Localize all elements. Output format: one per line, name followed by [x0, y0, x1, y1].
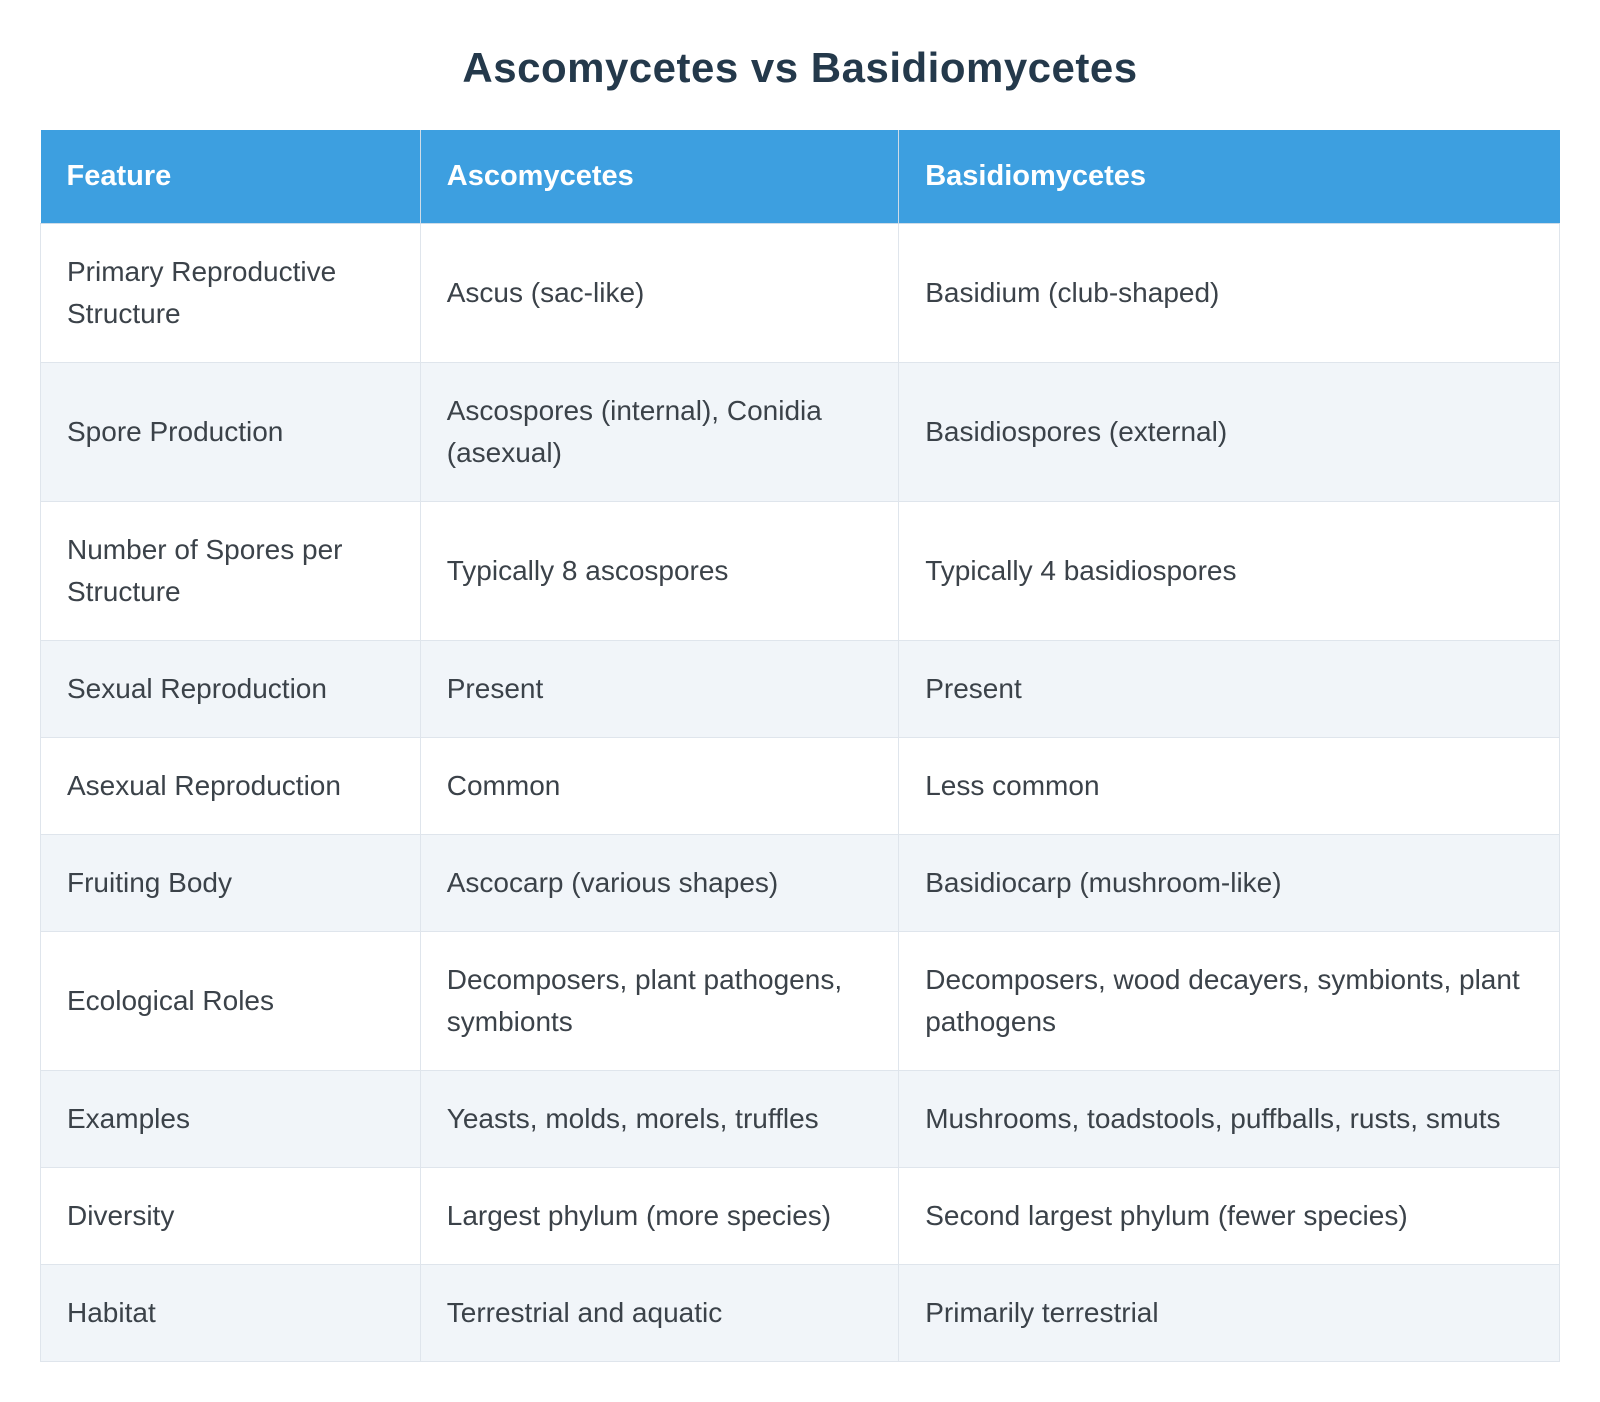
table-row: Diversity Largest phylum (more species) … — [40, 1167, 1560, 1265]
table-row: Number of Spores per Structure Typically… — [40, 501, 1560, 641]
feature-cell: Habitat — [40, 1264, 421, 1362]
column-header-basidiomycetes: Basidiomycetes — [898, 130, 1560, 224]
basidiomycetes-cell: Basidium (club-shaped) — [898, 223, 1560, 363]
table-body: Primary Reproductive Structure Ascus (sa… — [40, 223, 1560, 1362]
basidiomycetes-cell: Typically 4 basidiospores — [898, 501, 1560, 641]
table-row: Habitat Terrestrial and aquatic Primaril… — [40, 1264, 1560, 1362]
table-row: Ecological Roles Decomposers, plant path… — [40, 931, 1560, 1071]
ascomycetes-cell: Decomposers, plant pathogens, symbionts — [419, 931, 900, 1071]
feature-cell: Fruiting Body — [40, 834, 421, 932]
ascomycetes-cell: Largest phylum (more species) — [419, 1167, 900, 1265]
basidiomycetes-cell: Primarily terrestrial — [898, 1264, 1560, 1362]
table-row: Asexual Reproduction Common Less common — [40, 737, 1560, 835]
header-row: Feature Ascomycetes Basidiomycetes — [40, 130, 1560, 224]
ascomycetes-cell: Typically 8 ascospores — [419, 501, 900, 641]
ascomycetes-cell: Terrestrial and aquatic — [419, 1264, 900, 1362]
table-row: Sexual Reproduction Present Present — [40, 640, 1560, 738]
table-row: Primary Reproductive Structure Ascus (sa… — [40, 223, 1560, 363]
table-header: Feature Ascomycetes Basidiomycetes — [40, 130, 1560, 224]
ascomycetes-cell: Common — [419, 737, 900, 835]
feature-cell: Ecological Roles — [40, 931, 421, 1071]
column-header-feature: Feature — [40, 130, 421, 224]
ascomycetes-cell: Yeasts, molds, morels, truffles — [419, 1070, 900, 1168]
basidiomycetes-cell: Second largest phylum (fewer species) — [898, 1167, 1560, 1265]
basidiomycetes-cell: Decomposers, wood decayers, symbionts, p… — [898, 931, 1560, 1071]
comparison-table: Feature Ascomycetes Basidiomycetes Prima… — [40, 130, 1560, 1362]
feature-cell: Number of Spores per Structure — [40, 501, 421, 641]
basidiomycetes-cell: Mushrooms, toadstools, puffballs, rusts,… — [898, 1070, 1560, 1168]
feature-cell: Diversity — [40, 1167, 421, 1265]
ascomycetes-cell: Ascus (sac-like) — [419, 223, 900, 363]
table-row: Examples Yeasts, molds, morels, truffles… — [40, 1070, 1560, 1168]
basidiomycetes-cell: Present — [898, 640, 1560, 738]
feature-cell: Examples — [40, 1070, 421, 1168]
basidiomycetes-cell: Basidiocarp (mushroom-like) — [898, 834, 1560, 932]
page-title: Ascomycetes vs Basidiomycetes — [462, 44, 1138, 91]
ascomycetes-cell: Ascospores (internal), Conidia (asexual) — [419, 362, 900, 502]
feature-cell: Spore Production — [40, 362, 421, 502]
table-row: Fruiting Body Ascocarp (various shapes) … — [40, 834, 1560, 932]
basidiomycetes-cell: Basidiospores (external) — [898, 362, 1560, 502]
ascomycetes-cell: Ascocarp (various shapes) — [419, 834, 900, 932]
feature-cell: Asexual Reproduction — [40, 737, 421, 835]
ascomycetes-cell: Present — [419, 640, 900, 738]
basidiomycetes-cell: Less common — [898, 737, 1560, 835]
feature-cell: Sexual Reproduction — [40, 640, 421, 738]
table-row: Spore Production Ascospores (internal), … — [40, 362, 1560, 502]
feature-cell: Primary Reproductive Structure — [40, 223, 421, 363]
column-header-ascomycetes: Ascomycetes — [419, 130, 900, 224]
